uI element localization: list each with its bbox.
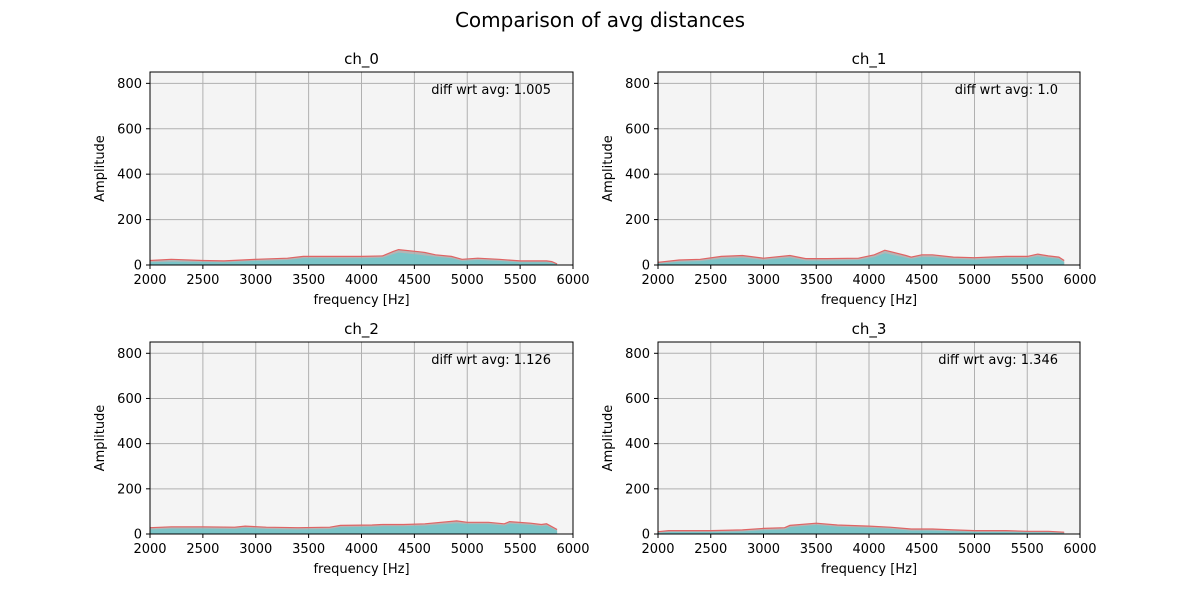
x-tick-label: 5000 [958,542,991,557]
diff-annotation: diff wrt avg: 1.005 [431,83,551,98]
x-tick-label: 4500 [905,542,938,557]
y-tick-label: 600 [625,392,650,407]
x-tick-label: 3500 [800,542,833,557]
x-tick-label: 2000 [641,273,674,288]
x-tick-label: 6000 [1063,542,1096,557]
x-axis-label: frequency [Hz] [821,562,917,577]
x-tick-label: 2000 [133,273,166,288]
diff-annotation: diff wrt avg: 1.346 [938,353,1058,368]
series-line-0 [657,522,1065,533]
x-tick-label: 3500 [292,273,325,288]
y-tick-label: 200 [625,482,650,497]
y-tick-label: 600 [625,122,650,137]
subplot-title: ch_1 [852,50,887,69]
x-tick-label: 3500 [800,273,833,288]
x-tick-label: 4500 [398,273,431,288]
x-tick-label: 5500 [1011,542,1044,557]
subplot-ch_3: 2000 2500 3000 3500 4000 4500 5000 5500 6000 0 200… [601,320,1097,577]
y-tick-label: 800 [117,347,142,362]
y-tick-label: 0 [134,528,142,543]
x-tick-label: 4000 [345,273,378,288]
y-tick-label: 800 [625,77,650,92]
y-axis-label: Amplitude [601,405,616,472]
x-tick-label: 3000 [239,273,272,288]
y-tick-label: 600 [117,392,142,407]
figure-title: Comparison of avg distances [454,8,746,32]
y-tick-label: 0 [642,259,650,274]
x-tick-label: 2000 [133,542,166,557]
series-line-0 [149,520,558,531]
series-area-1 [150,252,558,265]
y-tick-label: 0 [134,259,142,274]
x-tick-label: 6000 [556,273,589,288]
x-tick-label: 4500 [905,273,938,288]
x-tick-label: 4000 [852,273,885,288]
diff-annotation: diff wrt avg: 1.126 [431,353,551,368]
x-tick-label: 4000 [852,542,885,557]
x-tick-label: 4000 [345,542,378,557]
series-area-1 [150,523,558,534]
y-axis-label: Amplitude [93,135,108,202]
x-tick-label: 4500 [398,542,431,557]
x-tick-label: 5500 [1011,273,1044,288]
series-line-0 [149,248,558,265]
y-tick-label: 0 [642,528,650,543]
diff-annotation: diff wrt avg: 1.0 [955,83,1058,98]
subplot-ch_2: 2000 2500 3000 3500 4000 4500 5000 5500 6000 0 200… [93,320,590,577]
x-tick-label: 6000 [1063,273,1096,288]
subplot-ch_0: 2000 2500 3000 3500 4000 4500 5000 5500 6000 0 200… [93,50,590,308]
subplot-title: ch_3 [852,320,887,339]
x-tick-label: 5000 [451,273,484,288]
x-axis-label: frequency [Hz] [313,562,409,577]
y-tick-label: 400 [117,437,142,452]
x-tick-label: 3000 [747,542,780,557]
x-tick-label: 3000 [747,273,780,288]
x-tick-label: 2500 [694,542,727,557]
x-tick-label: 2500 [186,542,219,557]
x-tick-label: 5000 [451,542,484,557]
subplot-title: ch_2 [344,320,379,339]
y-tick-label: 800 [117,77,142,92]
y-tick-label: 800 [625,347,650,362]
x-tick-label: 2500 [694,273,727,288]
x-axis-label: frequency [Hz] [313,293,409,308]
x-tick-label: 5500 [504,273,537,288]
y-tick-label: 600 [117,122,142,137]
y-tick-label: 400 [625,168,650,183]
subplot-title: ch_0 [344,50,379,69]
series-area-1 [658,525,1065,534]
x-tick-label: 2500 [186,273,219,288]
y-tick-label: 200 [117,213,142,228]
subplot-ch_1: 2000 2500 3000 3500 4000 4500 5000 5500 6000 0 200… [601,50,1097,308]
y-tick-label: 400 [117,168,142,183]
series-line-0 [657,249,1065,263]
x-tick-label: 3000 [239,542,272,557]
y-tick-label: 400 [625,437,650,452]
series-area-1 [658,253,1065,265]
y-tick-label: 200 [117,482,142,497]
y-axis-label: Amplitude [93,405,108,472]
x-tick-label: 3500 [292,542,325,557]
y-axis-label: Amplitude [601,135,616,202]
x-tick-label: 5000 [958,273,991,288]
x-tick-label: 6000 [556,542,589,557]
x-tick-label: 2000 [641,542,674,557]
x-tick-label: 5500 [504,542,537,557]
y-tick-label: 200 [625,213,650,228]
x-axis-label: frequency [Hz] [821,293,917,308]
